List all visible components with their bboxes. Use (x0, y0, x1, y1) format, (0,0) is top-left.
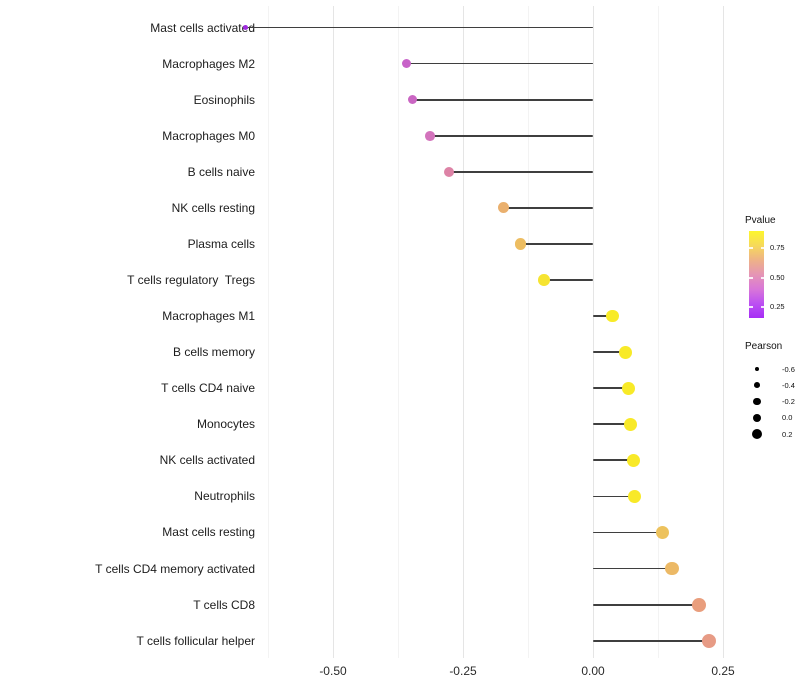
lollipop-point (606, 309, 620, 323)
grid-major-line (463, 6, 464, 658)
pearson-legend-dot (753, 398, 761, 406)
y-axis-label: T cells regulatory Tregs (127, 272, 255, 287)
y-axis-label: NK cells activated (159, 453, 255, 468)
x-axis-tick-label: -0.50 (319, 664, 347, 678)
lollipop-stem (503, 206, 593, 209)
lollipop-point (514, 238, 526, 250)
lollipop-stem (430, 134, 593, 137)
x-axis-tick-label: 0.00 (581, 664, 605, 678)
pearson-legend-dot (754, 382, 760, 389)
lollipop-point (497, 202, 509, 214)
pvalue-colorbar (749, 231, 764, 318)
grid-minor-line (658, 6, 659, 658)
y-axis-label: T cells CD8 (193, 597, 255, 612)
lollipop-point (621, 381, 635, 395)
y-axis-label: B cells memory (172, 345, 255, 360)
pearson-legend-dot (754, 366, 760, 372)
y-axis-label: B cells naive (187, 164, 255, 179)
pearson-legend-label: 0.2 (782, 429, 793, 439)
lollipop-stem (593, 315, 613, 317)
y-axis-label: Mast cells activated (150, 20, 255, 35)
lollipop-stem (593, 459, 634, 462)
lollipop-stem (593, 495, 635, 498)
lollipop-point (692, 597, 706, 612)
y-axis-label: Neutrophils (194, 489, 255, 504)
colorbar-tick-mark (760, 277, 764, 279)
grid-major-line (723, 6, 724, 658)
lollipop-point (538, 274, 550, 286)
lollipop-point (407, 94, 418, 105)
y-axis-label: NK cells resting (171, 200, 255, 215)
colorbar-tick-mark (760, 306, 764, 308)
x-axis-tick-label: 0.25 (711, 664, 735, 678)
pearson-legend-label: -0.2 (782, 397, 795, 407)
lollipop-stem (593, 639, 709, 642)
lollipop-point (701, 633, 716, 648)
colorbar-tick-mark (749, 247, 753, 249)
lollipop-stem (593, 351, 626, 354)
y-axis-label: T cells follicular helper (136, 633, 256, 648)
pearson-legend-label: -0.6 (782, 364, 795, 374)
lollipop-stem (593, 567, 673, 570)
lollipop-point (619, 345, 633, 359)
y-axis-label: Eosinophils (193, 92, 255, 107)
lollipop-point (443, 166, 454, 177)
lollipop-point (402, 58, 412, 69)
pearson-legend-label: 0.0 (782, 413, 793, 423)
lollipop-stem (448, 170, 593, 173)
pearson-legend-title: Pearson (745, 341, 783, 352)
y-axis-label: Mast cells resting (162, 525, 255, 540)
y-axis-label: Plasma cells (187, 236, 255, 251)
pvalue-tick-label: 0.50 (770, 272, 785, 282)
lollipop-stem (593, 603, 700, 606)
lollipop-point (628, 489, 642, 503)
pearson-legend-label: -0.4 (782, 380, 795, 390)
lollipop-point (665, 561, 679, 576)
colorbar-tick-mark (749, 277, 753, 279)
grid-minor-line (398, 6, 399, 658)
lollipop-point (623, 417, 637, 431)
lollipop-point (425, 130, 436, 141)
pearson-legend-dot (752, 413, 762, 423)
lollipop-point (655, 525, 670, 540)
lollipop-stem (520, 243, 593, 245)
lollipop-stem (406, 62, 593, 65)
lollipop-stem (544, 279, 593, 281)
y-axis-label: Macrophages M0 (162, 128, 255, 143)
colorbar-tick-mark (760, 247, 764, 249)
colorbar-tick-mark (749, 306, 753, 308)
x-axis-tick-label: -0.25 (449, 664, 477, 678)
lollipop-stem (593, 387, 629, 390)
y-axis-label: Monocytes (196, 417, 255, 432)
grid-minor-line (528, 6, 529, 658)
pearson-legend-dot (752, 429, 762, 440)
lollipop-point (243, 24, 249, 30)
pvalue-tick-label: 0.25 (770, 301, 785, 311)
grid-minor-line (268, 6, 269, 658)
lollipop-stem (245, 26, 593, 29)
y-axis-label: Macrophages M1 (162, 309, 255, 324)
lollipop-point (627, 453, 641, 467)
pvalue-legend-title: Pvalue (745, 215, 776, 226)
grid-major-line (333, 6, 334, 658)
lollipop-stem (593, 423, 631, 426)
pvalue-tick-label: 0.75 (770, 242, 785, 252)
lollipop-stem (412, 98, 593, 101)
y-axis-label: T cells CD4 naive (161, 381, 255, 396)
lollipop-stem (593, 531, 663, 534)
grid-major-line (593, 6, 594, 658)
y-axis-label: T cells CD4 memory activated (95, 561, 255, 576)
y-axis-label: Macrophages M2 (162, 56, 255, 71)
